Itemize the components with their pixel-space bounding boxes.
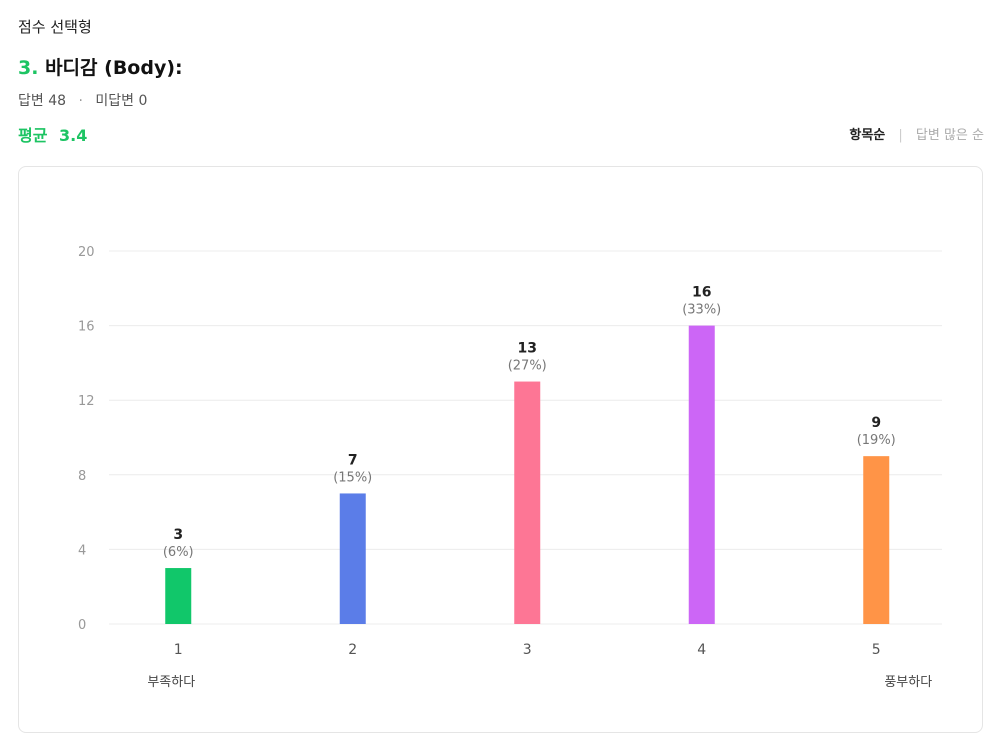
y-tick-label: 20 [78, 245, 95, 260]
bar [339, 493, 366, 624]
response-counts: 답변 48 · 미답변 0 [18, 90, 147, 110]
x-tick-label: 4 [697, 642, 706, 658]
sort-by-count-button[interactable]: 답변 많은 순 [915, 128, 984, 143]
count-separator: · [78, 93, 83, 109]
x-tick-label: 2 [348, 642, 357, 658]
bar [514, 381, 541, 624]
sort-divider: | [898, 128, 903, 143]
average-label: 평균 [18, 126, 48, 145]
bar [863, 456, 890, 624]
y-tick-label: 16 [78, 320, 95, 335]
question-type-label: 점수 선택형 [18, 18, 92, 36]
y-tick-label: 0 [78, 618, 86, 633]
bar-percent-label: (6%) [163, 545, 194, 560]
bar-chart: 0 4 8 12 16 20 3 (6%) 1 7 (15%) 2 13 (27%) 3 16 (33%) 4 9 (… [78, 245, 942, 690]
average-value: 3.4 [59, 126, 88, 145]
unanswered-count: 미답변 0 [95, 93, 148, 109]
question-title: 3. 바디감 (Body): [18, 53, 183, 80]
bar [165, 568, 192, 624]
question-number: 3. [18, 57, 39, 79]
sort-options: 항목순 | 답변 많은 순 [849, 124, 984, 143]
bar-value-label: 7 [348, 452, 358, 468]
scale-max-label: 풍부하다 [884, 675, 932, 690]
question-text: 바디감 (Body): [45, 57, 183, 79]
x-tick-label: 1 [174, 642, 183, 658]
x-tick-label: 3 [523, 642, 532, 658]
sort-by-item-button[interactable]: 항목순 [849, 128, 886, 143]
x-tick-label: 5 [872, 642, 881, 658]
bar-percent-label: (15%) [333, 470, 372, 485]
y-tick-label: 8 [78, 469, 86, 484]
bar-value-label: 16 [692, 285, 711, 301]
bar-value-label: 9 [871, 415, 881, 431]
y-tick-label: 12 [78, 394, 95, 409]
y-tick-label: 4 [78, 543, 86, 558]
bar-percent-label: (27%) [508, 359, 547, 374]
average-score: 평균 3.4 [18, 122, 87, 146]
chart-card: 0 4 8 12 16 20 3 (6%) 1 7 (15%) 2 13 (27%) 3 16 (33%) 4 9 (… [18, 166, 983, 733]
bar-percent-label: (19%) [857, 433, 896, 448]
bar-value-label: 13 [518, 341, 537, 357]
bar [688, 325, 715, 624]
bar-percent-label: (33%) [682, 303, 721, 318]
bar-value-label: 3 [173, 527, 183, 543]
answered-count: 답변 48 [18, 93, 67, 109]
scale-min-label: 부족하다 [147, 675, 195, 690]
